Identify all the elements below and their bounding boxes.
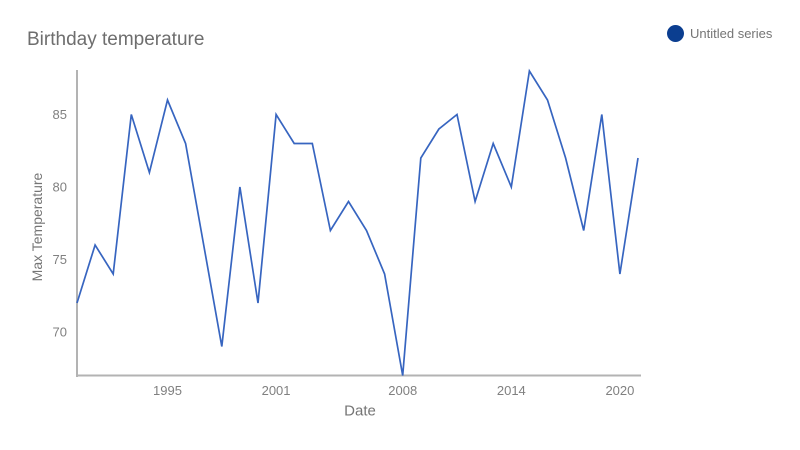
x-tick-label: 2014 [497,383,526,398]
x-axis-title: Date [344,402,376,420]
legend-series-label: Untitled series [690,26,773,41]
y-tick-label: 85 [53,107,67,122]
y-tick-label: 75 [53,252,67,267]
x-tick-label: 2001 [262,383,291,398]
chart-title: Birthday temperature [27,29,205,50]
x-tick-label: 2008 [388,383,417,398]
legend-series-dot [667,25,684,42]
x-tick-label: 1995 [153,383,182,398]
x-tick-label: 2020 [605,383,634,398]
y-tick-label: 80 [53,180,67,195]
series-line [76,68,639,376]
y-axis-title: Max Temperature [29,172,45,282]
legend: Untitled series [667,24,772,43]
y-tick-label: 70 [53,325,67,340]
